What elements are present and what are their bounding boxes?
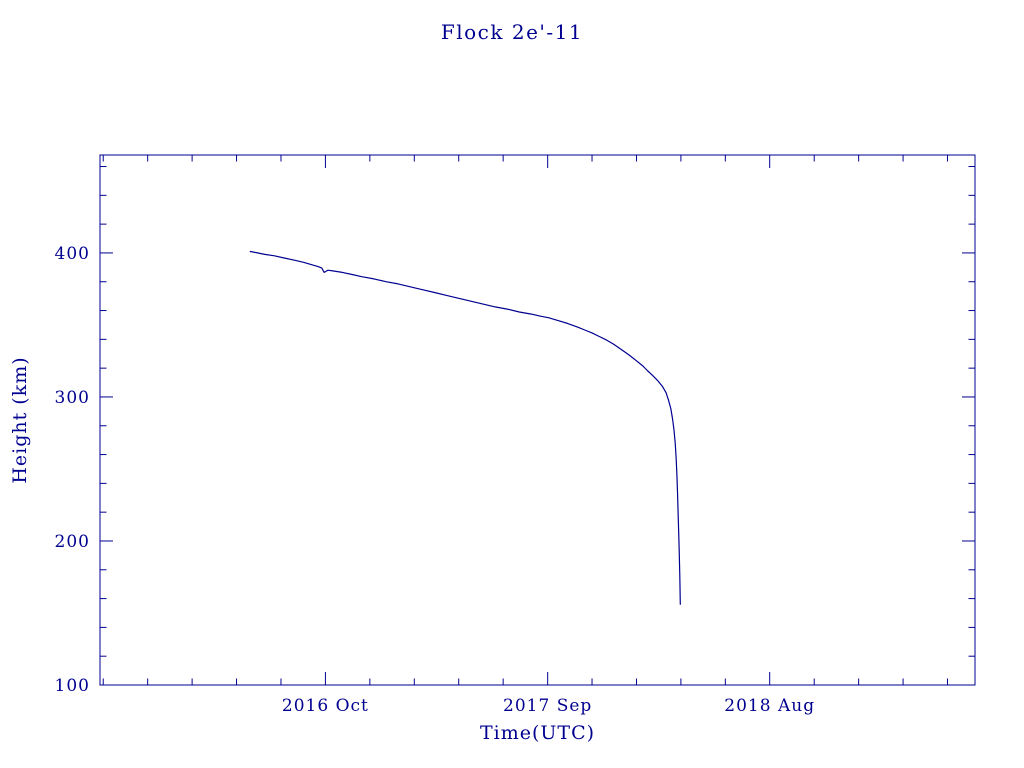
y-tick-label: 200 (55, 532, 90, 552)
x-tick-label: 2017 Sep (503, 696, 592, 716)
x-tick-label: 2018 Aug (724, 696, 815, 716)
y-tick-label: 100 (55, 676, 90, 696)
y-tick-label: 400 (55, 244, 90, 264)
chart-title: Flock 2e'-11 (440, 20, 584, 44)
data-line (249, 250, 681, 605)
y-tick-label: 300 (55, 388, 90, 408)
x-axis-label: Time(UTC) (479, 722, 596, 744)
x-tick-label: 2016 Oct (282, 696, 369, 716)
plot-frame (99, 154, 976, 686)
